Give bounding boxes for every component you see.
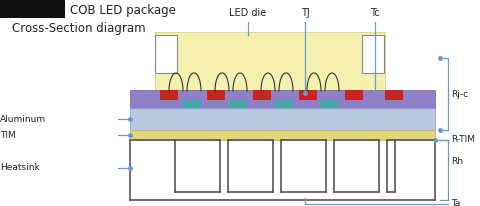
Bar bbox=[183, 100, 201, 108]
Bar bbox=[0, 0, 65, 18]
Bar bbox=[299, 90, 317, 100]
Bar bbox=[207, 90, 225, 100]
Bar bbox=[362, 35, 384, 73]
Bar bbox=[345, 90, 363, 100]
Bar bbox=[155, 32, 385, 92]
Bar bbox=[229, 100, 247, 108]
Bar bbox=[130, 108, 435, 130]
Bar bbox=[275, 100, 293, 108]
Text: Rj-c: Rj-c bbox=[451, 89, 468, 98]
Text: Tc: Tc bbox=[370, 8, 380, 18]
Text: COB LED package: COB LED package bbox=[70, 4, 176, 16]
Bar bbox=[385, 90, 403, 100]
Text: LED die: LED die bbox=[229, 8, 266, 18]
Text: Cross-Section diagram: Cross-Section diagram bbox=[12, 21, 145, 34]
Bar bbox=[155, 35, 177, 73]
Bar bbox=[130, 130, 435, 140]
Text: TJ: TJ bbox=[300, 8, 310, 18]
Bar bbox=[320, 100, 338, 108]
Bar bbox=[160, 90, 178, 100]
Text: Rh: Rh bbox=[451, 158, 463, 166]
Text: R-TIM: R-TIM bbox=[451, 136, 475, 144]
Text: Aluminum: Aluminum bbox=[0, 115, 46, 124]
Text: Heatsink: Heatsink bbox=[0, 164, 40, 172]
Text: TIM: TIM bbox=[0, 130, 16, 139]
Bar bbox=[130, 90, 435, 108]
Text: Ta: Ta bbox=[451, 199, 460, 206]
Bar bbox=[253, 90, 271, 100]
